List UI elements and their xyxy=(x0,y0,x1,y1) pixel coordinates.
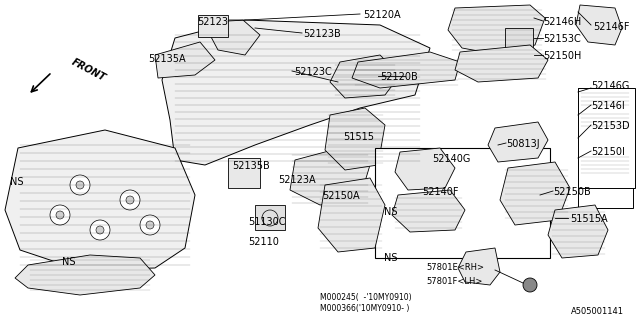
Polygon shape xyxy=(210,20,260,55)
Circle shape xyxy=(96,226,104,234)
Polygon shape xyxy=(548,205,608,258)
Text: NS: NS xyxy=(62,257,76,267)
Text: FRONT: FRONT xyxy=(70,57,108,83)
Text: 52150B: 52150B xyxy=(553,187,591,197)
Bar xyxy=(255,205,285,230)
Circle shape xyxy=(594,142,606,154)
Text: 52120B: 52120B xyxy=(380,72,418,82)
Polygon shape xyxy=(455,45,548,82)
Text: 52153C: 52153C xyxy=(543,34,580,44)
Polygon shape xyxy=(395,148,455,190)
Text: 52110: 52110 xyxy=(248,237,279,247)
Polygon shape xyxy=(352,52,460,88)
Polygon shape xyxy=(290,148,370,205)
Polygon shape xyxy=(580,90,630,110)
Text: M000366('10MY0910- ): M000366('10MY0910- ) xyxy=(320,304,410,313)
Circle shape xyxy=(523,278,537,292)
Text: 52140G: 52140G xyxy=(432,154,470,164)
Text: A505001141: A505001141 xyxy=(571,307,624,316)
Polygon shape xyxy=(15,255,155,295)
Bar xyxy=(198,15,228,37)
Text: 52123A: 52123A xyxy=(278,175,316,185)
Polygon shape xyxy=(500,162,570,225)
Polygon shape xyxy=(330,55,400,98)
Polygon shape xyxy=(580,152,630,178)
Text: 52153D: 52153D xyxy=(591,121,630,131)
Polygon shape xyxy=(5,130,195,270)
Polygon shape xyxy=(155,42,215,78)
Circle shape xyxy=(146,221,154,229)
Text: 52146I: 52146I xyxy=(591,101,625,111)
Polygon shape xyxy=(580,110,630,130)
Text: 52146G: 52146G xyxy=(591,81,629,91)
Text: 52150H: 52150H xyxy=(543,51,581,61)
Text: 57801E<RH>: 57801E<RH> xyxy=(426,263,484,272)
Polygon shape xyxy=(162,20,430,165)
Polygon shape xyxy=(325,108,385,170)
Text: NS: NS xyxy=(10,177,24,187)
Polygon shape xyxy=(318,178,385,252)
Text: 57801F<LH>: 57801F<LH> xyxy=(426,277,483,286)
Circle shape xyxy=(76,181,84,189)
Circle shape xyxy=(140,215,160,235)
Circle shape xyxy=(126,196,134,204)
Text: 52123B: 52123B xyxy=(303,29,340,39)
Bar xyxy=(228,158,260,188)
Polygon shape xyxy=(392,190,465,232)
Bar xyxy=(578,88,633,208)
Text: 51515: 51515 xyxy=(343,132,374,142)
Text: 52146F: 52146F xyxy=(593,22,630,32)
Text: 52140F: 52140F xyxy=(422,187,458,197)
Text: 51130C: 51130C xyxy=(248,217,285,227)
Text: 52150I: 52150I xyxy=(591,147,625,157)
Polygon shape xyxy=(448,5,545,55)
Text: 50813J: 50813J xyxy=(506,139,540,149)
Text: 52146H: 52146H xyxy=(543,17,581,27)
Text: 52135B: 52135B xyxy=(232,161,269,171)
Text: 51515A: 51515A xyxy=(570,214,607,224)
Polygon shape xyxy=(488,122,548,162)
Circle shape xyxy=(70,175,90,195)
Circle shape xyxy=(50,205,70,225)
Text: M000245(  -'10MY0910): M000245( -'10MY0910) xyxy=(320,293,412,302)
Circle shape xyxy=(90,220,110,240)
Text: NS: NS xyxy=(384,253,397,263)
Text: 52150A: 52150A xyxy=(322,191,360,201)
Circle shape xyxy=(56,211,64,219)
Polygon shape xyxy=(576,5,622,45)
Bar xyxy=(375,148,550,258)
Bar xyxy=(578,88,635,188)
Circle shape xyxy=(262,210,278,226)
Polygon shape xyxy=(458,248,500,285)
Text: 52123: 52123 xyxy=(197,17,228,27)
Text: 52135A: 52135A xyxy=(148,54,186,64)
Text: NS: NS xyxy=(384,207,397,217)
Circle shape xyxy=(120,190,140,210)
Text: 52123C: 52123C xyxy=(294,67,332,77)
Bar xyxy=(505,28,533,48)
Text: 52120A: 52120A xyxy=(363,10,401,20)
